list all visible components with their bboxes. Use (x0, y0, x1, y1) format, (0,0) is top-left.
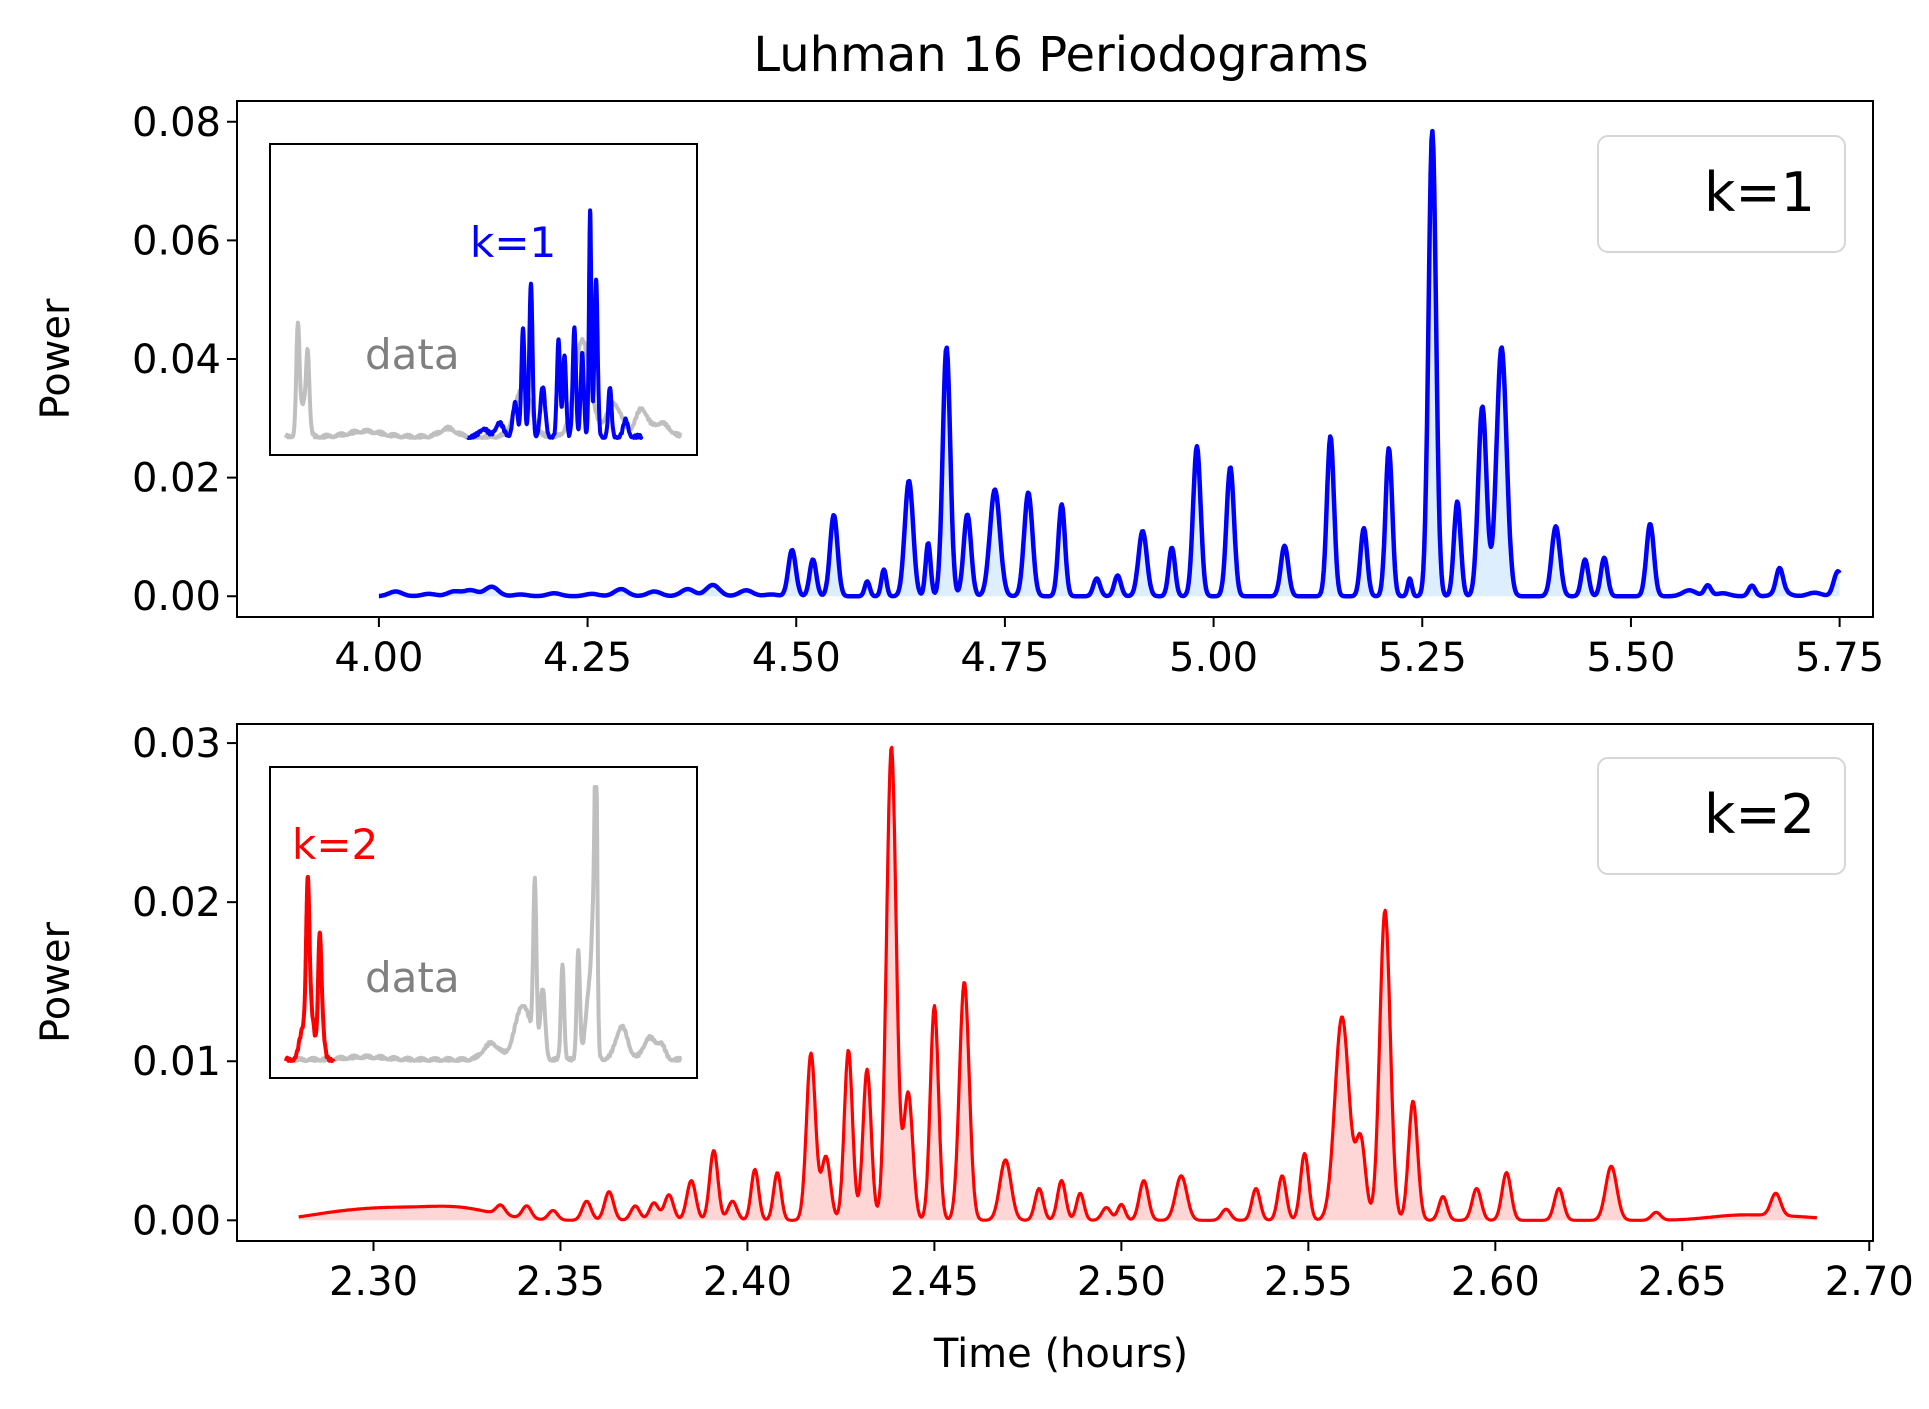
x-tick-label: 4.00 (334, 635, 423, 681)
inset-data-label: data (365, 953, 460, 1002)
inset-model-label: k=2 (292, 820, 378, 869)
inset-data-line (284, 320, 683, 440)
x-tick-label: 2.55 (1264, 1259, 1353, 1305)
legend-label: k=1 (1704, 161, 1815, 224)
x-tick-label: 4.75 (960, 635, 1049, 681)
periodogram-line (298, 745, 1818, 1222)
y-axis-label: Power (33, 298, 79, 419)
x-tick-label: 4.25 (543, 635, 632, 681)
inset-model-label: k=1 (470, 218, 556, 267)
inset-model-line (284, 874, 336, 1063)
y-axis-label: Power (33, 921, 79, 1042)
x-tick-label: 2.30 (329, 1259, 418, 1305)
x-tick-label: 5.25 (1378, 635, 1467, 681)
inset-frame (269, 143, 698, 456)
y-tick-label: 0.08 (132, 100, 221, 146)
x-tick-label: 2.40 (703, 1259, 792, 1305)
x-tick-label: 4.50 (752, 635, 841, 681)
x-tick-label: 5.00 (1169, 635, 1258, 681)
x-tick-label: 5.50 (1586, 635, 1675, 681)
x-tick-label: 2.45 (890, 1259, 979, 1305)
x-tick-label: 2.60 (1451, 1259, 1540, 1305)
y-tick-label: 0.04 (132, 337, 221, 383)
inset-data-label: data (365, 330, 460, 379)
y-tick-label: 0.06 (132, 218, 221, 264)
inset-model-line (465, 208, 644, 440)
x-tick-label: 2.35 (516, 1259, 605, 1305)
axes-frame (236, 723, 1874, 1242)
periodogram-line (377, 128, 1842, 599)
figure-title: Luhman 16 Periodograms (753, 27, 1368, 83)
x-tick-label: 2.70 (1825, 1259, 1914, 1305)
legend-box (1597, 757, 1846, 875)
figure-xlabel: Time (hours) (933, 1331, 1188, 1377)
inset-frame (269, 766, 698, 1079)
x-tick-label: 2.65 (1638, 1259, 1727, 1305)
x-tick-label: 5.75 (1795, 635, 1884, 681)
y-tick-label: 0.01 (132, 1039, 221, 1085)
y-tick-label: 0.00 (132, 1198, 221, 1244)
y-tick-label: 0.02 (132, 456, 221, 502)
top-periodogram-panel: 4.00 4.25 4.50 4.75 5.00 5.25 5.50 5.75 0.00 0.02… (33, 100, 1884, 681)
y-tick-label: 0.00 (132, 574, 221, 620)
bottom-periodogram-panel: 2.30 2.35 2.40 2.45 2.50 2.55 2.60 2.65 2.70 0.00… (33, 721, 1914, 1305)
legend-box (1597, 135, 1846, 253)
legend-label: k=2 (1704, 783, 1815, 846)
y-tick-label: 0.03 (132, 721, 221, 767)
y-tick-label: 0.02 (132, 880, 221, 926)
inset-data-line (284, 785, 683, 1063)
x-tick-label: 2.50 (1077, 1259, 1166, 1305)
